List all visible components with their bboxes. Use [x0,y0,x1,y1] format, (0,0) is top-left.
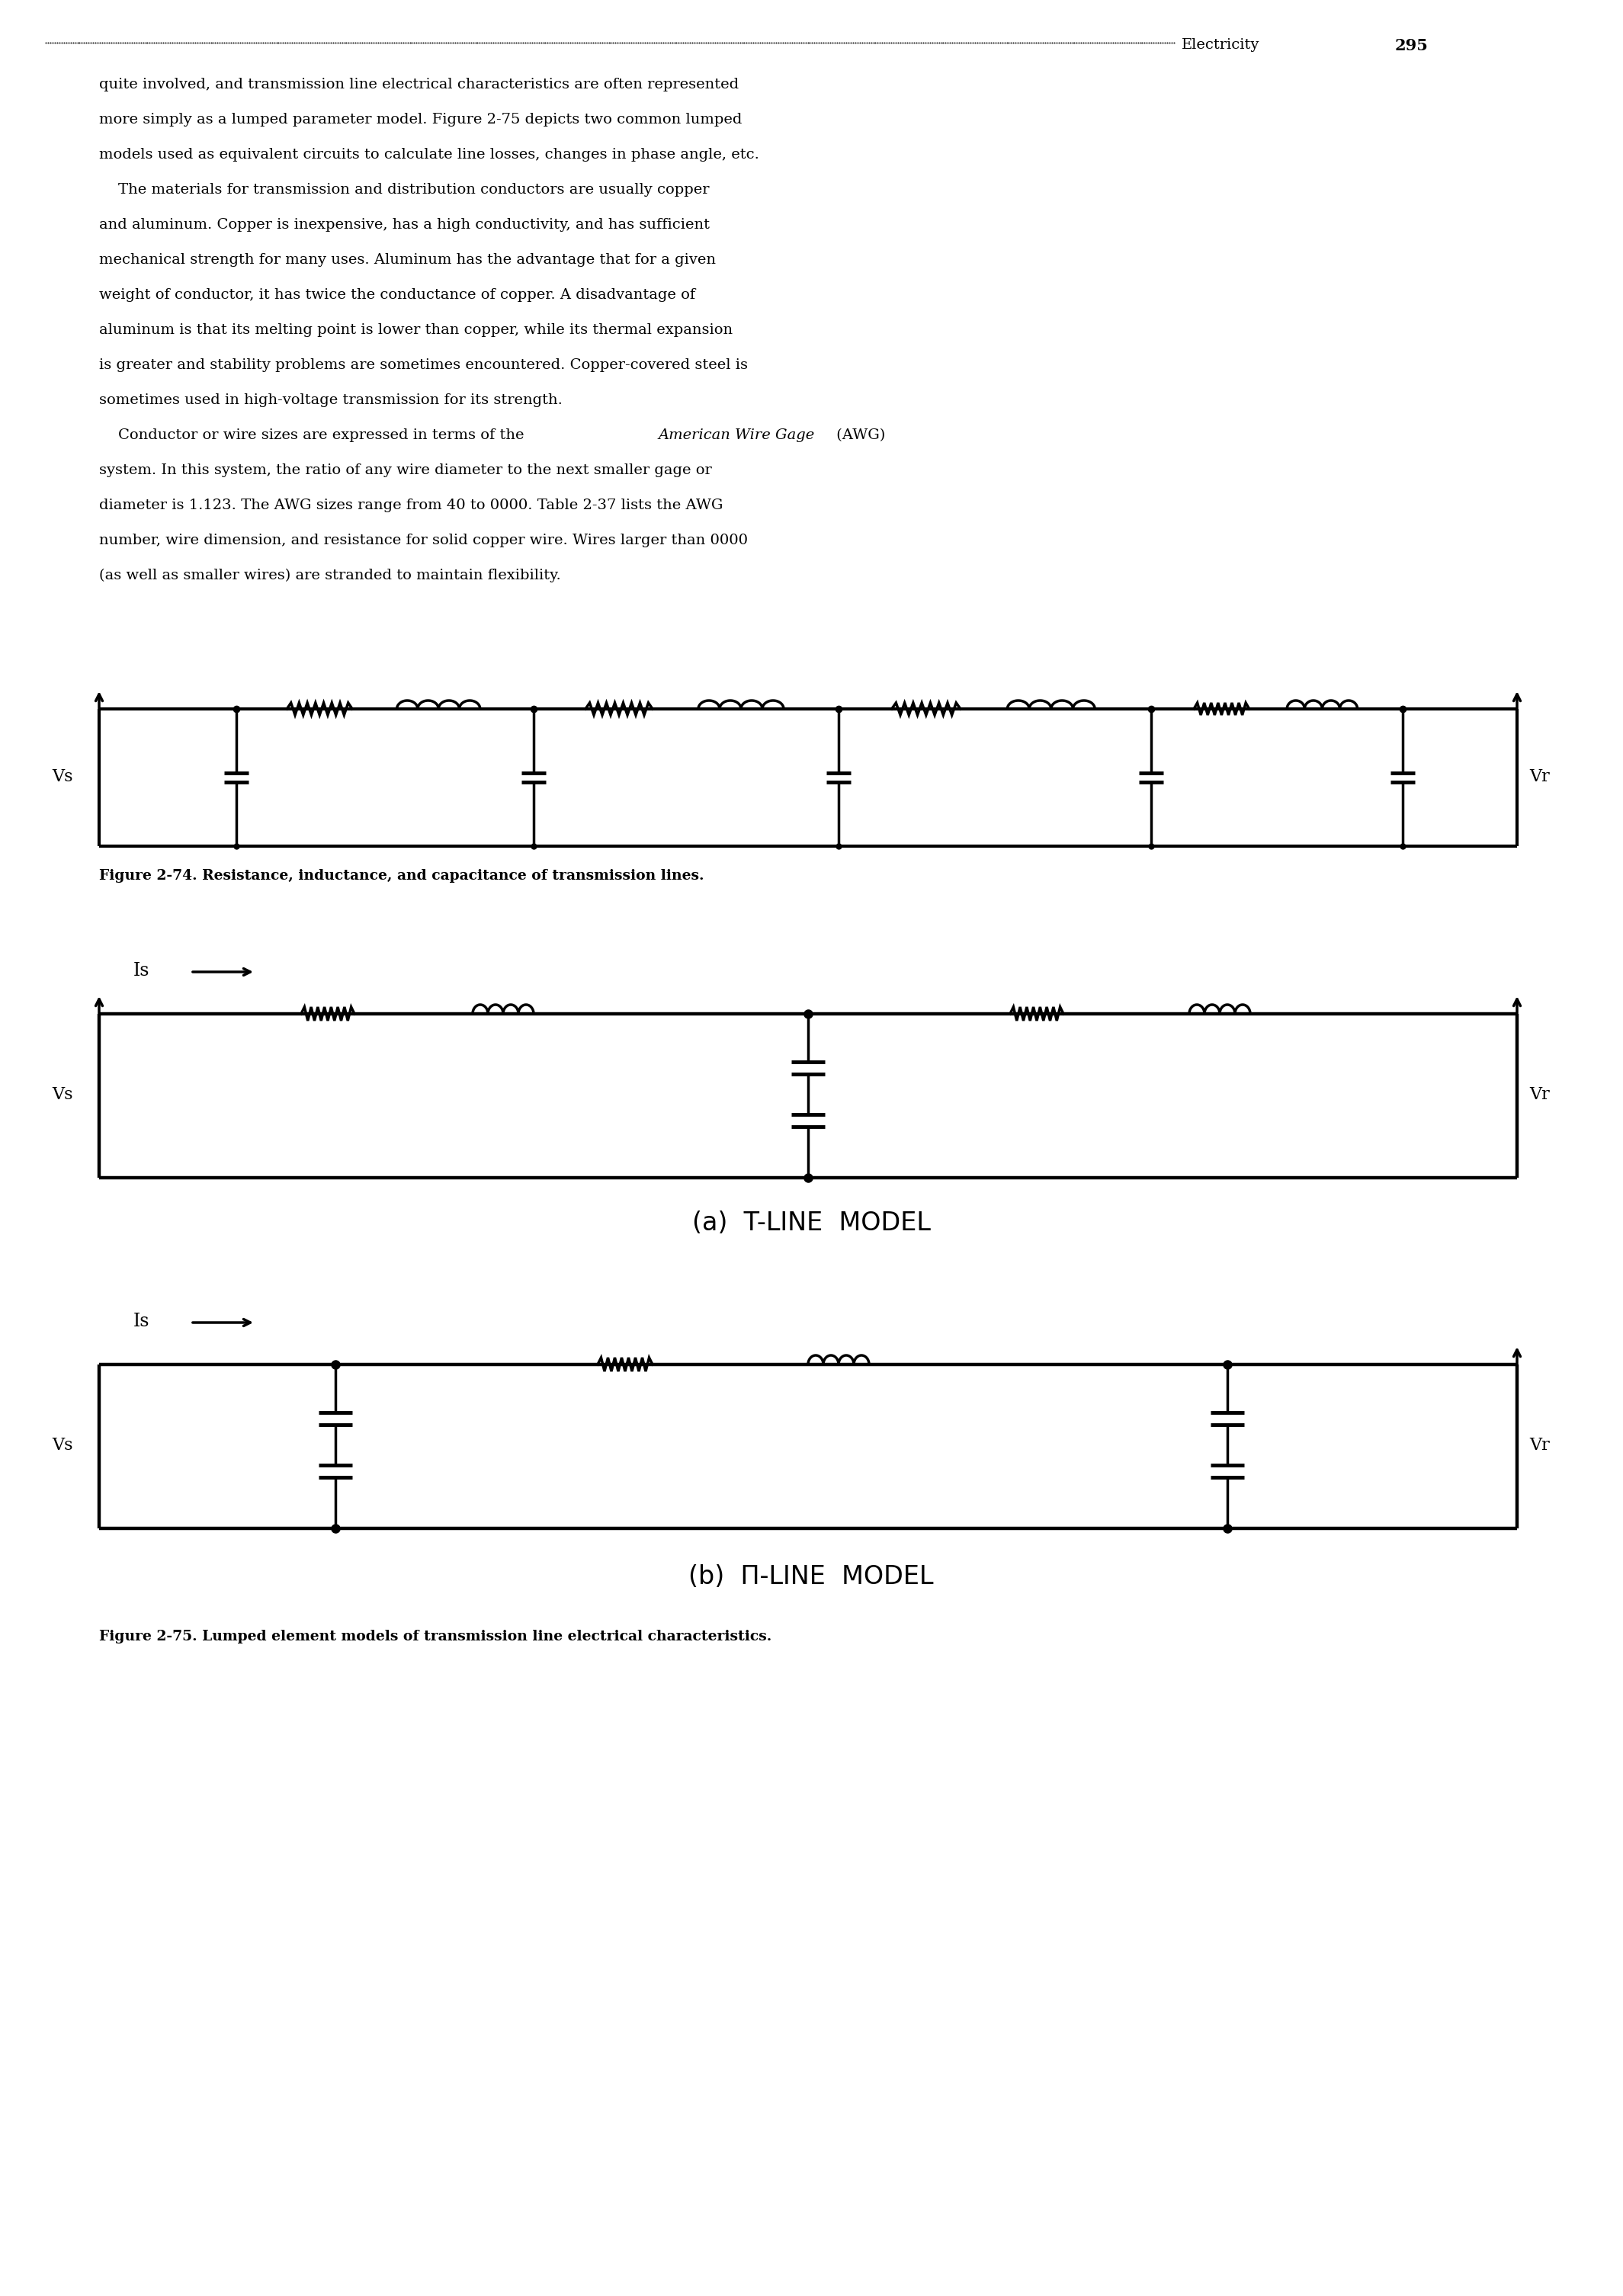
Text: (a)  T-LINE  MODEL: (a) T-LINE MODEL [691,1210,930,1235]
Text: system. In this system, the ratio of any wire diameter to the next smaller gage : system. In this system, the ratio of any… [99,464,712,478]
Text: The materials for transmission and distribution conductors are usually copper: The materials for transmission and distr… [99,184,709,197]
Text: sometimes used in high-voltage transmission for its strength.: sometimes used in high-voltage transmiss… [99,393,563,406]
Text: more simply as a lumped parameter model. Figure 2-75 depicts two common lumped: more simply as a lumped parameter model.… [99,113,742,126]
Text: number, wire dimension, and resistance for solid copper wire. Wires larger than : number, wire dimension, and resistance f… [99,533,748,546]
Text: Vs: Vs [52,1437,73,1453]
Text: Vr: Vr [1529,1437,1550,1453]
Text: weight of conductor, it has twice the conductance of copper. A disadvantage of: weight of conductor, it has twice the co… [99,287,695,301]
Text: mechanical strength for many uses. Aluminum has the advantage that for a given: mechanical strength for many uses. Alumi… [99,253,716,266]
Text: Figure 2-75. Lumped element models of transmission line electrical characteristi: Figure 2-75. Lumped element models of tr… [99,1630,771,1644]
Text: and aluminum. Copper is inexpensive, has a high conductivity, and has sufficient: and aluminum. Copper is inexpensive, has… [99,218,709,232]
Text: (b)  Π-LINE  MODEL: (b) Π-LINE MODEL [688,1564,933,1589]
Text: Vr: Vr [1529,769,1550,785]
Text: Electricity: Electricity [1182,39,1259,53]
Text: is greater and stability problems are sometimes encountered. Copper-covered stee: is greater and stability problems are so… [99,358,748,372]
Text: aluminum is that its melting point is lower than copper, while its thermal expan: aluminum is that its melting point is lo… [99,324,732,338]
Text: Vs: Vs [52,769,73,785]
Text: models used as equivalent circuits to calculate line losses, changes in phase an: models used as equivalent circuits to ca… [99,147,760,161]
Text: (AWG): (AWG) [831,429,885,443]
Text: Vs: Vs [52,1086,73,1102]
Text: Is: Is [133,962,149,980]
Text: Is: Is [133,1313,149,1329]
Text: Figure 2-74. Resistance, inductance, and capacitance of transmission lines.: Figure 2-74. Resistance, inductance, and… [99,868,704,882]
Text: diameter is 1.123. The AWG sizes range from 40 to 0000. Table 2-37 lists the AWG: diameter is 1.123. The AWG sizes range f… [99,498,722,512]
Text: (as well as smaller wires) are stranded to maintain flexibility.: (as well as smaller wires) are stranded … [99,569,562,583]
Text: 295: 295 [1396,39,1428,53]
Text: Conductor or wire sizes are expressed in terms of the: Conductor or wire sizes are expressed in… [99,429,529,443]
Text: quite involved, and transmission line electrical characteristics are often repre: quite involved, and transmission line el… [99,78,738,92]
Text: American Wire Gage: American Wire Gage [657,429,815,443]
Text: Vr: Vr [1529,1086,1550,1102]
